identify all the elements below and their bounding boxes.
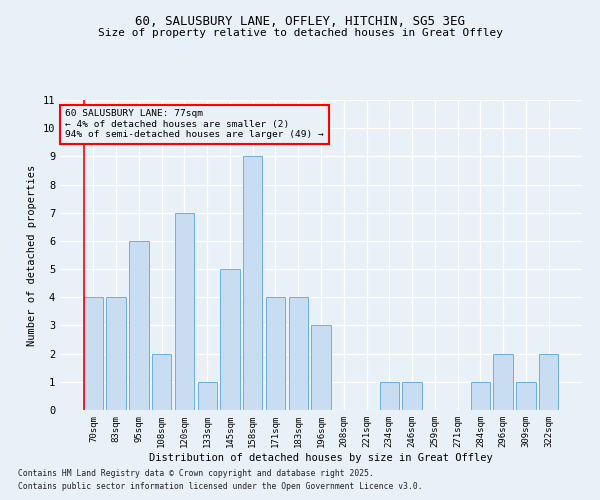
Text: 60, SALUSBURY LANE, OFFLEY, HITCHIN, SG5 3EG: 60, SALUSBURY LANE, OFFLEY, HITCHIN, SG5…	[135, 15, 465, 28]
Bar	[539, 354, 558, 410]
Bar	[152, 354, 172, 410]
Bar	[403, 382, 422, 410]
Bar	[380, 382, 399, 410]
Bar	[243, 156, 262, 410]
Text: Contains public sector information licensed under the Open Government Licence v3: Contains public sector information licen…	[18, 482, 422, 491]
Bar	[175, 212, 194, 410]
Bar	[311, 326, 331, 410]
Bar	[106, 298, 126, 410]
X-axis label: Distribution of detached houses by size in Great Offley: Distribution of detached houses by size …	[149, 452, 493, 462]
Text: Size of property relative to detached houses in Great Offley: Size of property relative to detached ho…	[97, 28, 503, 38]
Bar	[493, 354, 513, 410]
Bar	[289, 298, 308, 410]
Bar	[84, 298, 103, 410]
Text: Contains HM Land Registry data © Crown copyright and database right 2025.: Contains HM Land Registry data © Crown c…	[18, 468, 374, 477]
Bar	[266, 298, 285, 410]
Bar	[129, 241, 149, 410]
Bar	[470, 382, 490, 410]
Bar	[220, 269, 239, 410]
Bar	[197, 382, 217, 410]
Y-axis label: Number of detached properties: Number of detached properties	[27, 164, 37, 346]
Text: 60 SALUSBURY LANE: 77sqm
← 4% of detached houses are smaller (2)
94% of semi-det: 60 SALUSBURY LANE: 77sqm ← 4% of detache…	[65, 110, 324, 139]
Bar	[516, 382, 536, 410]
